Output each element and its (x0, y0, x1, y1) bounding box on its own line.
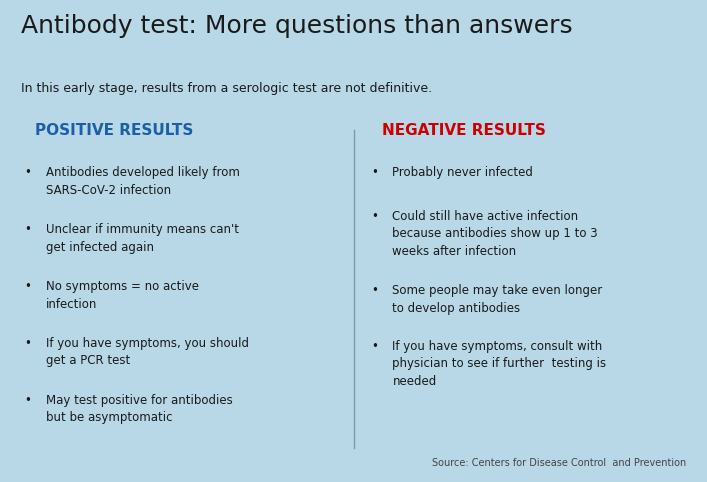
Text: NEGATIVE RESULTS: NEGATIVE RESULTS (382, 123, 546, 138)
Text: •: • (371, 210, 378, 223)
Text: No symptoms = no active
infection: No symptoms = no active infection (46, 280, 199, 310)
Text: •: • (25, 280, 32, 293)
Text: •: • (371, 284, 378, 297)
Text: Source: Centers for Disease Control  and Prevention: Source: Centers for Disease Control and … (431, 457, 686, 468)
Text: If you have symptoms, you should
get a PCR test: If you have symptoms, you should get a P… (46, 337, 249, 367)
Text: Could still have active infection
because antibodies show up 1 to 3
weeks after : Could still have active infection becaus… (392, 210, 598, 258)
Text: •: • (25, 394, 32, 407)
Text: POSITIVE RESULTS: POSITIVE RESULTS (35, 123, 194, 138)
Text: •: • (25, 337, 32, 350)
Text: Some people may take even longer
to develop antibodies: Some people may take even longer to deve… (392, 284, 602, 315)
Text: Antibody test: More questions than answers: Antibody test: More questions than answe… (21, 14, 573, 39)
Text: May test positive for antibodies
but be asymptomatic: May test positive for antibodies but be … (46, 394, 233, 424)
Text: Antibodies developed likely from
SARS-CoV-2 infection: Antibodies developed likely from SARS-Co… (46, 166, 240, 197)
Text: •: • (25, 166, 32, 179)
Text: In this early stage, results from a serologic test are not definitive.: In this early stage, results from a sero… (21, 82, 433, 95)
Text: If you have symptoms, consult with
physician to see if further  testing is
neede: If you have symptoms, consult with physi… (392, 340, 607, 388)
Text: Probably never infected: Probably never infected (392, 166, 533, 179)
Text: •: • (25, 223, 32, 236)
Text: •: • (371, 340, 378, 353)
Text: Unclear if immunity means can't
get infected again: Unclear if immunity means can't get infe… (46, 223, 239, 254)
Text: •: • (371, 166, 378, 179)
